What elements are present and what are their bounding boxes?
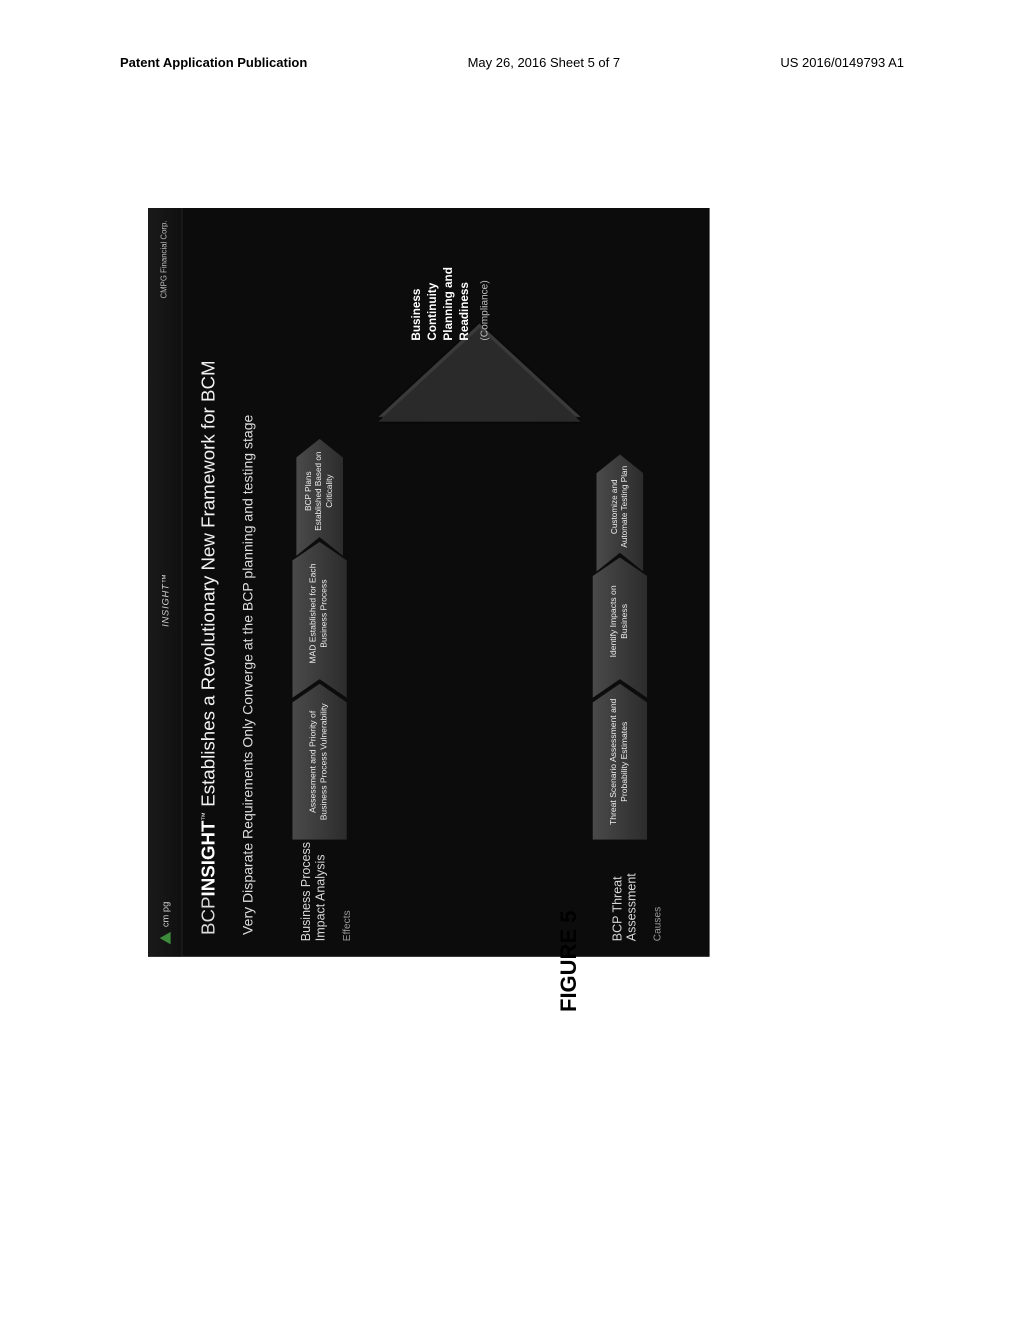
topbar-right: CMPG Financial Corp. [160, 220, 169, 298]
slide-topbar: cm pg INSIGHT™ CMPG Financial Corp. [148, 208, 182, 957]
outcome-compliance: (Compliance) [477, 216, 491, 341]
title-brand2: INSIGHT [198, 821, 219, 897]
row-bottom-chevrons: Threat Scenario Assessment and Probabili… [593, 469, 648, 840]
flow-area: Business Process Impact Analysis Effects… [292, 224, 694, 942]
chevron: MAD Established for Each Business Proces… [292, 542, 347, 698]
title-brand1: BCP [198, 896, 219, 935]
outcome-line: Readiness [457, 216, 473, 341]
header-center: May 26, 2016 Sheet 5 of 7 [468, 55, 621, 70]
page-header: Patent Application Publication May 26, 2… [0, 55, 1024, 70]
chevron: BCP Plans Established Based on Criticali… [296, 439, 343, 556]
outcome-line: Business [409, 216, 425, 341]
chevron: Threat Scenario Assessment and Probabili… [593, 684, 648, 840]
logo-triangle-icon [159, 932, 170, 944]
title-tm: ™ [200, 812, 209, 821]
page: Patent Application Publication May 26, 2… [0, 0, 1024, 1320]
slide: cm pg INSIGHT™ CMPG Financial Corp. BCPI… [148, 208, 710, 957]
topbar-logo-text: cm pg [159, 902, 170, 927]
header-right: US 2016/0149793 A1 [780, 55, 904, 70]
header-left: Patent Application Publication [120, 55, 307, 70]
chevron: Customize and Automate Testing Plan [597, 454, 644, 571]
outcome-block: Business Continuity Planning and Readine… [409, 216, 491, 341]
topbar-left: cm pg [159, 902, 170, 945]
chevron: Identify Impacts on Business [593, 557, 648, 697]
chevron: Assessment and Priority of Business Proc… [292, 684, 347, 840]
slide-container: cm pg INSIGHT™ CMPG Financial Corp. BCPI… [148, 208, 898, 952]
slide-title: BCPINSIGHT™ Establishes a Revolutionary … [198, 230, 220, 935]
outcome-line: Continuity [425, 216, 441, 341]
flow-row-bottom: BCP Threat Assessment Causes Threat Scen… [530, 224, 686, 942]
row-bottom-sublabel: Causes [651, 816, 663, 941]
topbar-center: INSIGHT™ [159, 573, 170, 627]
row-top-chevrons: Assessment and Priority of Business Proc… [292, 453, 347, 840]
title-rest: Establishes a Revolutionary New Framewor… [198, 360, 219, 812]
figure-caption: FIGURE 5 [556, 911, 582, 1012]
outcome-line: Planning and [441, 216, 457, 341]
slide-subtitle: Very Disparate Requirements Only Converg… [240, 230, 256, 935]
